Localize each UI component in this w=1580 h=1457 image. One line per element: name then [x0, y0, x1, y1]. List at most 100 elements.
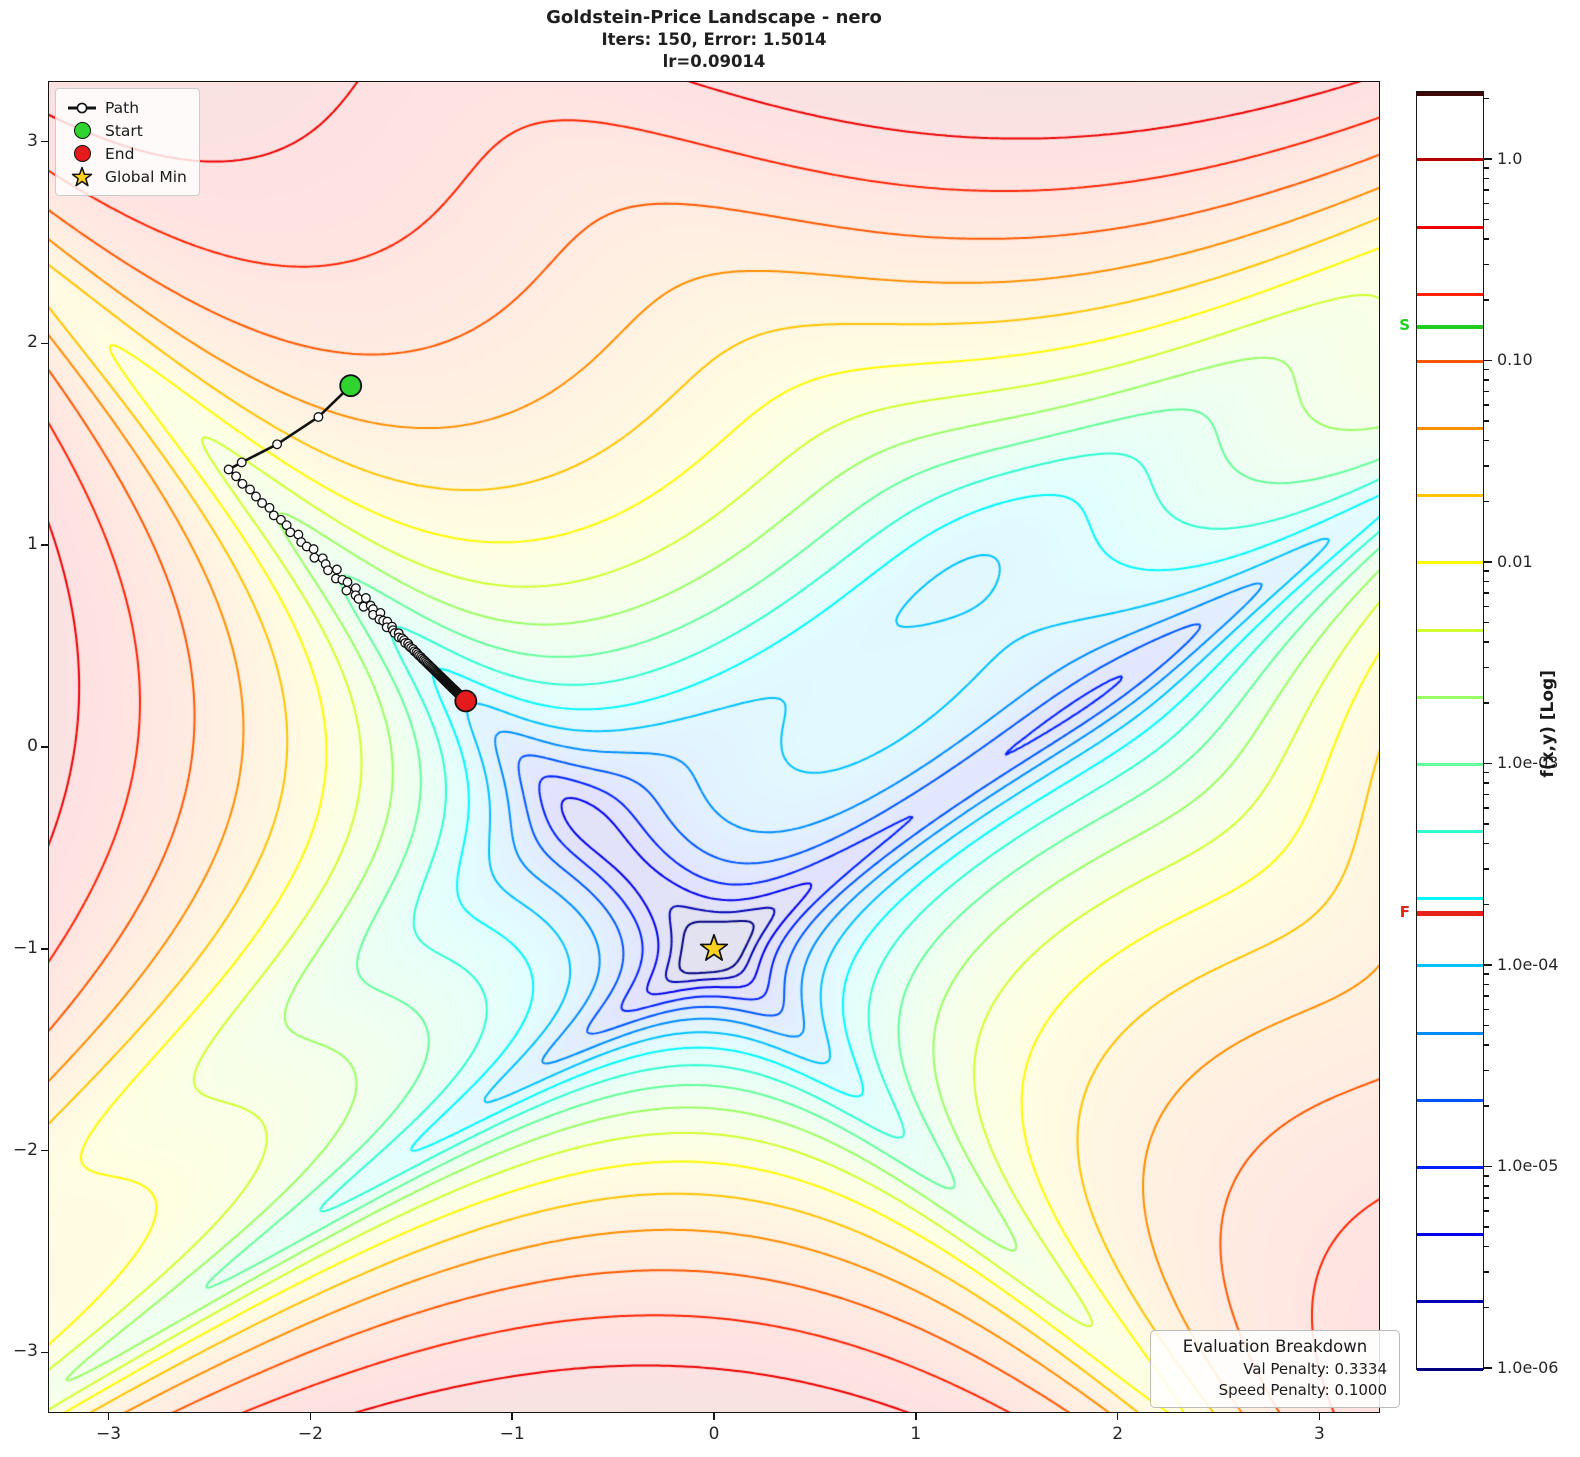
- x-tick-mark: [309, 1413, 312, 1420]
- chart-title: Goldstein-Price Landscape - nero Iters: …: [48, 6, 1380, 73]
- colorbar-minor-tick: [1484, 97, 1489, 100]
- title-line-3: lr=0.09014: [662, 52, 766, 71]
- colorbar-minor-tick: [1484, 500, 1489, 503]
- x-tick-mark: [713, 1413, 715, 1420]
- plot-area: Path Start End Global Min Evaluation Bre…: [48, 81, 1400, 1413]
- colorbar-minor-tick: [1484, 1271, 1489, 1273]
- colorbar-minor-tick: [1484, 1069, 1489, 1072]
- path-point: [223, 464, 234, 475]
- path-point: [360, 593, 371, 603]
- colorbar-level-line: [1417, 964, 1483, 968]
- path-point: [245, 484, 255, 495]
- x-tick-label: 1: [910, 1424, 922, 1444]
- path-point: [251, 491, 261, 502]
- legend-label-path: Path: [105, 98, 140, 117]
- path-point: [268, 510, 279, 521]
- colorbar-start-label: S: [1399, 316, 1410, 335]
- colorbar-level-line: [1417, 1098, 1483, 1102]
- end-circle-icon: [65, 145, 99, 162]
- path-point: [341, 585, 352, 596]
- path-point: [236, 457, 247, 468]
- colorbar-major-tick: [1484, 359, 1492, 362]
- x-tick-mark: [1116, 1413, 1119, 1420]
- colorbar-minor-tick: [1484, 1210, 1489, 1212]
- colorbar-level-line: [1417, 628, 1483, 632]
- colorbar-label: f(x,y) [Log]: [1538, 669, 1558, 778]
- colorbar-tick-label: 1.0e-06: [1497, 1358, 1559, 1377]
- colorbar-level-line: [1417, 897, 1483, 901]
- colorbar-minor-tick: [1484, 1175, 1489, 1177]
- y-tick-label: 0: [27, 736, 38, 756]
- colorbar-level-line: [1417, 494, 1483, 498]
- colorbar-tick-label: 1.0e-03: [1497, 753, 1559, 773]
- colorbar-minor-tick: [1484, 1024, 1489, 1027]
- colorbar-minor-tick: [1484, 263, 1489, 266]
- path-point: [323, 565, 333, 576]
- colorbar-level-line: [1417, 158, 1483, 162]
- colorbar-minor-tick: [1484, 1105, 1489, 1107]
- path-point: [308, 544, 319, 555]
- y-tick-mark: [41, 544, 48, 546]
- x-tick-mark: [107, 1413, 110, 1420]
- colorbar-minor-tick: [1484, 570, 1489, 572]
- colorbar-top-edge-line: [1417, 92, 1483, 96]
- y-tick-label: 3: [27, 130, 38, 151]
- colorbar-major-tick: [1484, 762, 1492, 765]
- end-marker: [454, 689, 478, 713]
- path-line-icon: [65, 102, 99, 114]
- colorbar-start-level-line: [1417, 324, 1483, 330]
- y-tick-label: −2: [12, 1139, 38, 1160]
- colorbar-level-line: [1417, 1367, 1483, 1371]
- colorbar-tick-label: 1.0e-05: [1497, 1156, 1559, 1176]
- colorbar-minor-tick: [1484, 641, 1489, 643]
- legend-label-end: End: [105, 144, 135, 163]
- title-line-2: Iters: 150, Error: 1.5014: [601, 30, 827, 49]
- colorbar-minor-tick: [1484, 1226, 1489, 1228]
- title-line-1: Goldstein-Price Landscape - nero: [546, 7, 882, 28]
- colorbar-level-line: [1417, 695, 1483, 699]
- colorbar-minor-tick: [1484, 592, 1489, 594]
- colorbar-minor-tick: [1484, 1197, 1489, 1199]
- colorbar-minor-tick: [1484, 1185, 1489, 1187]
- evaluation-box: Evaluation Breakdown Val Penalty: 0.3334…: [1150, 1330, 1400, 1408]
- legend: Path Start End Global Min: [55, 88, 200, 196]
- start-circle-icon: [65, 122, 99, 139]
- path-point: [342, 577, 353, 588]
- colorbar-minor-tick: [1484, 1008, 1489, 1011]
- colorbar-minor-tick: [1484, 1044, 1489, 1046]
- colorbar-minor-tick: [1484, 404, 1489, 406]
- colorbar-minor-tick: [1484, 823, 1489, 825]
- y-tick-mark: [41, 140, 48, 143]
- colorbar-minor-tick: [1484, 973, 1489, 975]
- star-icon: [65, 166, 99, 188]
- contour-canvas: [48, 81, 1380, 1413]
- colorbar-major-tick: [1484, 964, 1492, 966]
- colorbar-level-line: [1417, 1233, 1483, 1237]
- y-tick-mark: [41, 1351, 48, 1354]
- x-tick-label: 3: [1314, 1424, 1325, 1444]
- evaluation-title: Evaluation Breakdown: [1182, 1337, 1368, 1356]
- colorbar-minor-tick: [1484, 465, 1489, 467]
- colorbar-minor-tick: [1484, 1245, 1489, 1248]
- colorbar-end-level-line: [1417, 911, 1483, 916]
- colorbar-minor-tick: [1484, 379, 1489, 381]
- x-tick-label: −1: [499, 1424, 525, 1444]
- colorbar-level-line: [1417, 225, 1483, 229]
- path-overlay: [223, 374, 729, 961]
- colorbar-tick-label: 1.0: [1497, 148, 1523, 168]
- y-tick-mark: [41, 746, 48, 748]
- colorbar-minor-tick: [1484, 807, 1489, 809]
- colorbar-level-line: [1417, 1300, 1483, 1304]
- colorbar-minor-tick: [1484, 771, 1489, 774]
- star-glyph: [71, 166, 93, 186]
- x-tick-mark: [1318, 1413, 1321, 1420]
- colorbar-minor-tick: [1484, 842, 1489, 845]
- colorbar-end-label: F: [1399, 902, 1410, 921]
- colorbar-minor-tick: [1484, 439, 1489, 442]
- colorbar-major-tick: [1484, 1367, 1492, 1369]
- colorbar-minor-tick: [1484, 202, 1489, 205]
- x-tick-mark: [511, 1413, 513, 1420]
- colorbar-level-line: [1417, 561, 1483, 565]
- colorbar-level-line: [1417, 762, 1483, 766]
